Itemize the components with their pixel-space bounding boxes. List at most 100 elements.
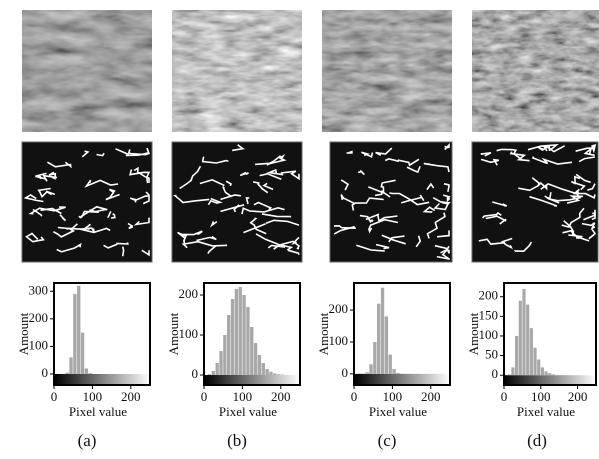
bar [529,328,533,376]
edge-line [562,229,590,242]
edge-line [591,212,596,221]
edge-line [201,156,229,164]
edge-line [267,244,286,249]
texture-image [22,10,152,132]
bar [223,335,227,375]
edge-line [253,201,273,211]
edge-line [423,162,450,173]
y-tick-label: 300 [29,282,49,297]
bar [227,315,231,375]
bar [373,341,377,374]
bar [261,363,265,375]
edge-line [66,227,111,234]
bar [377,303,381,374]
bar [69,357,73,374]
edge-line [531,156,572,165]
edge-line [35,172,47,180]
edge-line [575,147,596,152]
bar [242,295,246,375]
edge-line [573,175,581,183]
edge-line [384,158,400,163]
y-axis-label: Amount [316,312,331,355]
edge-line [82,223,91,230]
edge-line [103,242,129,249]
bar [515,335,519,376]
edge-line [287,249,300,256]
x-tick-label: 200 [271,389,291,404]
plot-frame [503,282,597,386]
edge-line [273,240,301,250]
edge-line [587,183,596,191]
edge-line [346,150,353,154]
bar [507,374,511,376]
edge-line [81,150,90,158]
edge-line [45,190,56,196]
edge-line [177,230,203,240]
x-axis-label: Pixel value [219,404,277,419]
edge-line [397,158,420,167]
edge-line [121,246,125,257]
edge-line [35,174,58,182]
y-tick-label: 100 [29,337,49,352]
bar [551,374,556,376]
edge-line [232,144,245,152]
edge-line [480,158,499,166]
intensity-strip [354,373,450,385]
edge-line [581,222,596,231]
edge-line [225,180,232,187]
edge-line [375,147,393,157]
edge-line [56,242,82,253]
bar [211,371,216,375]
edge-line [241,206,285,215]
bar [257,355,262,375]
y-tick-label: 100 [479,327,499,342]
edge-line [570,180,586,191]
panel-label: (a) [78,431,97,450]
edge-line [266,153,287,166]
x-tick-label: 200 [568,389,588,404]
bar [526,304,530,376]
intensity-strip [204,375,300,385]
x-tick-label: 100 [83,389,103,404]
x-axis-label: Pixel value [517,404,575,419]
edge-line [426,182,435,191]
edge-line [575,173,591,184]
edge-line [255,155,282,166]
texture-image [472,10,599,132]
panel-label: (d) [527,431,547,450]
bar [392,369,396,374]
edge-line [389,192,430,206]
texture-image [172,10,302,132]
edge-line [129,195,150,203]
edge-line [207,244,217,255]
edge-line [509,151,530,162]
edge-line [252,181,269,194]
edge-line [590,143,597,154]
y-tick-label: 200 [479,288,499,303]
edge-line [588,228,597,240]
edge-line [110,213,116,219]
edge-line [368,218,399,234]
edge-line [249,217,267,235]
x-tick-label: 200 [121,389,141,404]
bar [207,374,212,375]
panel-label: (c) [378,431,397,450]
bar [511,367,515,376]
bar [250,327,254,375]
edge-line [96,152,105,157]
edge-line [527,145,566,153]
bar [230,299,235,375]
bar [396,372,400,374]
edge-line [356,244,385,252]
edge-line [220,194,242,201]
panel-label: (b) [227,431,247,450]
y-tick-label: 0 [492,366,499,381]
bar [253,343,258,375]
edge-line [199,179,225,187]
intensity-strip [504,375,596,385]
edge-line [375,243,390,250]
edge-line [53,228,76,238]
x-tick-label: 0 [201,389,208,404]
y-axis-label: Amount [166,312,181,355]
